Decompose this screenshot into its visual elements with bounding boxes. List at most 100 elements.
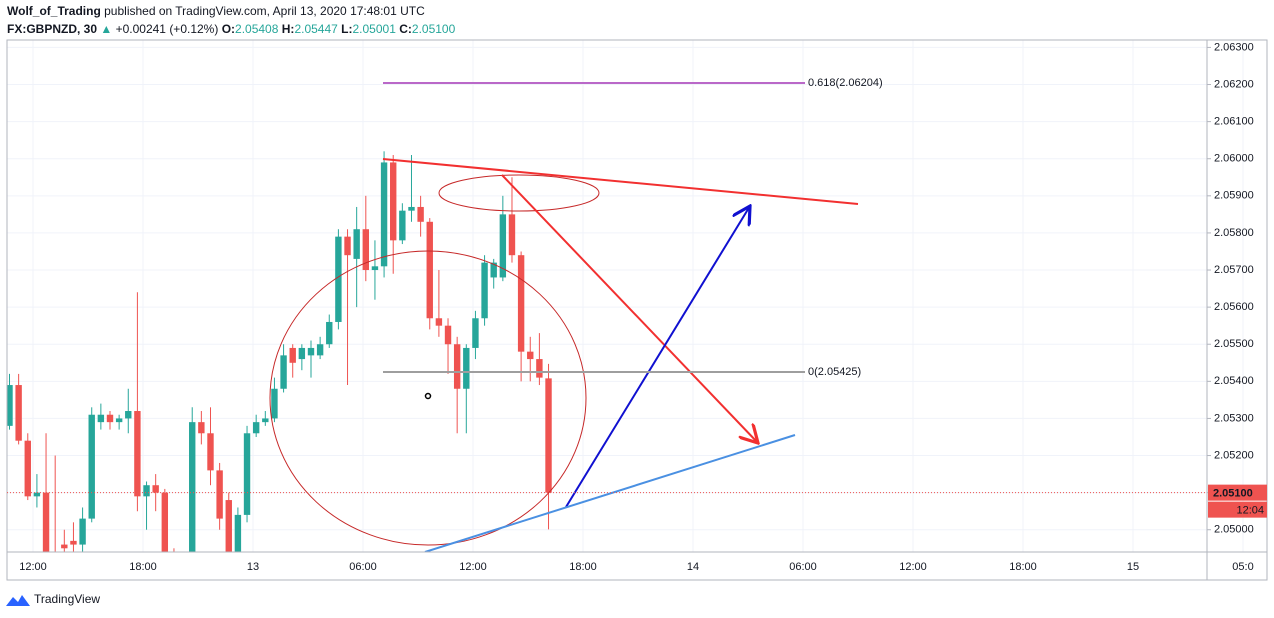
candle-body — [408, 206, 415, 211]
candle-body — [70, 540, 77, 545]
price-label: 2.05100 — [1213, 488, 1253, 500]
candle-body — [243, 433, 251, 515]
candle-body — [536, 359, 543, 378]
candle-body — [79, 518, 86, 545]
x-tick-label: 13 — [247, 561, 259, 573]
countdown: 12:04 — [1236, 505, 1264, 517]
candle-body — [88, 414, 95, 519]
candle-body — [426, 221, 433, 319]
fib-label: 0.618(2.06204) — [808, 77, 883, 89]
candle-body — [152, 485, 159, 493]
candle-body — [262, 418, 269, 423]
candle-body — [24, 440, 31, 497]
candle-body — [499, 214, 507, 278]
candle-body — [15, 385, 22, 441]
arrow — [565, 206, 750, 508]
candle-body — [472, 318, 479, 348]
candle-body — [490, 262, 497, 278]
candle-body — [463, 347, 470, 389]
candle-body — [517, 255, 525, 352]
y-tick-label: 2.05800 — [1214, 227, 1254, 239]
candle-body — [307, 347, 315, 356]
ellipse — [269, 250, 587, 546]
candle-body — [61, 544, 68, 549]
x-tick-label: 18:00 — [1009, 561, 1037, 573]
y-tick-label: 2.05200 — [1214, 449, 1254, 461]
x-tick-label: 18:00 — [569, 561, 597, 573]
x-tick-label: 18:00 — [129, 561, 157, 573]
footer-logo — [6, 595, 30, 606]
candle-body — [527, 351, 534, 360]
candle-body — [234, 514, 242, 552]
candle-body — [125, 411, 132, 419]
y-tick-label: 2.05400 — [1214, 375, 1254, 387]
candle-body — [508, 214, 516, 256]
candle-body — [271, 388, 278, 419]
candle-body — [106, 414, 114, 423]
candle-body — [33, 492, 41, 497]
y-tick-label: 2.05600 — [1214, 301, 1254, 313]
published: published on TradingView.com, April 13, … — [104, 4, 425, 18]
candle-body — [545, 378, 552, 493]
candle-body — [289, 347, 296, 363]
candle-body — [380, 162, 388, 267]
candle-body — [207, 433, 214, 471]
x-tick-label: 12:00 — [19, 561, 47, 573]
price-badge — [1208, 484, 1267, 501]
trend-line — [382, 158, 859, 205]
x-tick-label: 15 — [1127, 561, 1139, 573]
x-tick-label: 14 — [687, 561, 699, 573]
candle-body — [453, 344, 461, 389]
candle-body — [371, 266, 379, 271]
y-tick-label: 2.05700 — [1214, 264, 1254, 276]
candle-body — [198, 422, 205, 434]
fib-label: 0(2.05425) — [808, 366, 861, 378]
trend-line — [424, 434, 796, 552]
candle-body — [7, 385, 13, 426]
x-tick-label: 06:00 — [789, 561, 817, 573]
candle-body — [52, 559, 58, 574]
y-tick-label: 2.05000 — [1214, 524, 1254, 536]
ohlc-key: C: — [399, 22, 412, 36]
candle-body — [115, 418, 123, 423]
candle-body — [399, 210, 406, 241]
ohlc-key: O: — [222, 22, 235, 36]
ellipse — [438, 174, 600, 212]
candle-body — [353, 229, 360, 259]
candle-body — [42, 492, 50, 552]
candle-body — [280, 355, 287, 389]
ohlc-value: 2.05408 — [235, 22, 279, 36]
candle-body — [316, 344, 324, 356]
up-triangle: ▲ — [100, 22, 112, 36]
candle-body — [189, 422, 196, 552]
candle-body — [344, 236, 351, 256]
x-tick-label: 12:00 — [459, 561, 487, 573]
countdown-badge — [1208, 501, 1267, 518]
candle-body — [326, 321, 333, 345]
marker — [424, 392, 432, 400]
footer-brand: TradingView — [34, 592, 100, 606]
candle-body — [97, 414, 105, 423]
candle-body — [417, 206, 424, 222]
y-tick-label: 2.06100 — [1214, 116, 1254, 128]
ohlc-value: 2.05100 — [412, 22, 456, 36]
x-tick-label: 12:00 — [899, 561, 927, 573]
x-tick-label: 05:0 — [1232, 561, 1253, 573]
candle-body — [216, 470, 223, 519]
author: Wolf_of_Trading — [7, 4, 101, 18]
candle-body — [444, 325, 452, 345]
ohlc-key: L: — [341, 22, 352, 36]
candle-body — [390, 162, 397, 241]
candle-body — [180, 567, 186, 578]
ohlc-value: 2.05001 — [353, 22, 397, 36]
change: +0.00241 (+0.12%) — [116, 22, 219, 36]
y-tick-label: 2.06300 — [1214, 41, 1254, 53]
y-tick-label: 2.06000 — [1214, 153, 1254, 165]
drawings — [269, 158, 859, 552]
x-tick-label: 06:00 — [349, 561, 377, 573]
y-tick-label: 2.05500 — [1214, 338, 1254, 350]
frame — [6, 39, 1268, 581]
y-tick-label: 2.05300 — [1214, 412, 1254, 424]
candle-body — [481, 262, 488, 319]
